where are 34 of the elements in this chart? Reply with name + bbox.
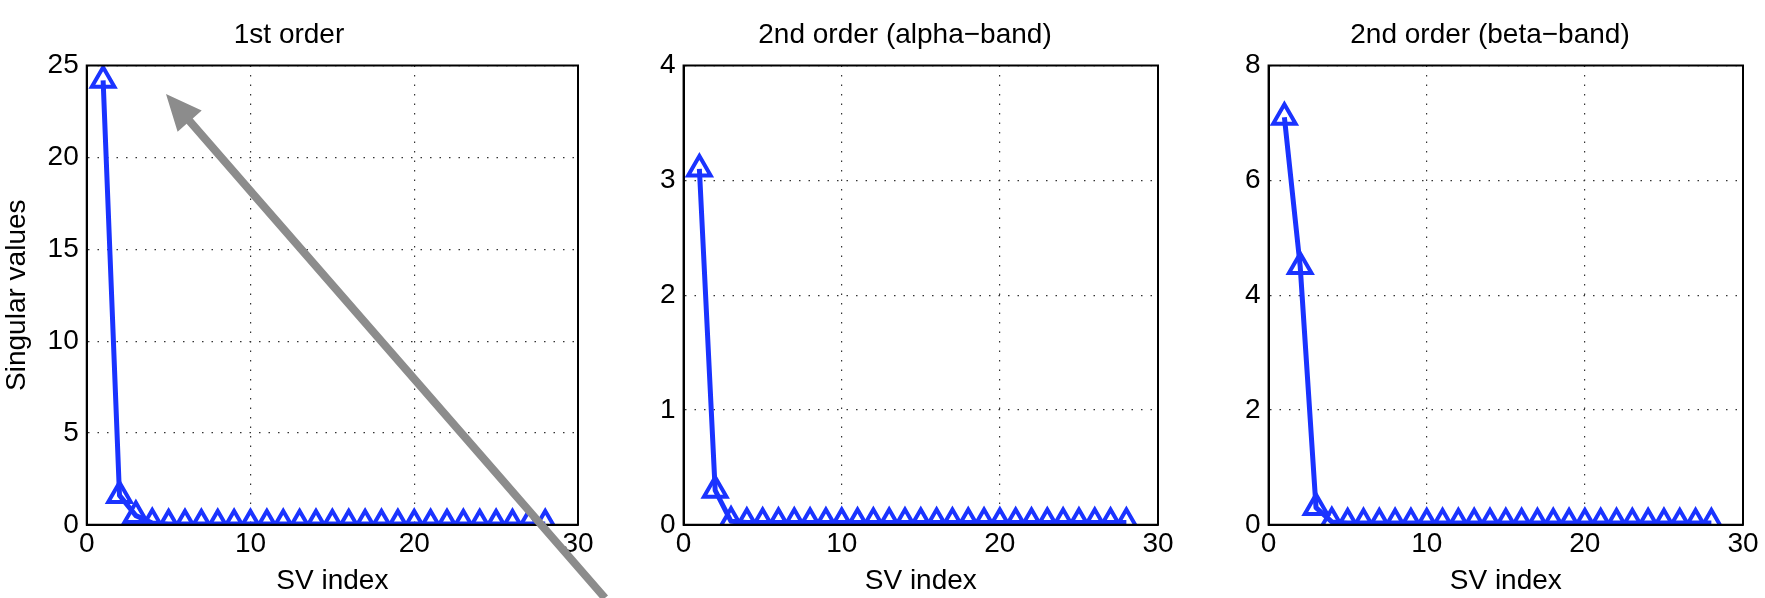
- y-tick-label: 2: [659, 277, 676, 309]
- x-tick-label: 10: [826, 527, 858, 559]
- x-tick-label: 10: [234, 527, 267, 559]
- chart-title: 2nd order (alpha−band): [758, 17, 1052, 49]
- x-tick-label: 20: [398, 527, 430, 559]
- x-tick-label: 30: [1142, 527, 1174, 559]
- y-tick-label: 8: [1244, 48, 1261, 80]
- x-tick-label: 20: [984, 527, 1016, 559]
- x-tick-label: 20: [1569, 527, 1601, 559]
- x-axis-title: SV index: [864, 563, 977, 595]
- x-axis-title: SV index: [276, 563, 389, 595]
- y-tick-label: 2: [1244, 392, 1261, 424]
- y-tick-label: 25: [47, 48, 79, 80]
- y-tick-label: 1: [659, 392, 676, 424]
- x-tick-label: 30: [1727, 527, 1759, 559]
- y-tick-label: 4: [659, 48, 676, 80]
- y-tick-label: 3: [659, 163, 676, 195]
- point: [1286, 251, 1314, 275]
- y-tick-label: 0: [63, 507, 79, 539]
- y-tick-label: 0: [1244, 507, 1261, 539]
- y-tick-label: 5: [63, 415, 79, 447]
- y-tick-label: 6: [1244, 163, 1261, 195]
- y-tick-label: 15: [47, 232, 79, 263]
- point: [686, 153, 713, 178]
- y-tick-label: 4: [1244, 277, 1261, 309]
- y-tick-label: 0: [659, 507, 676, 539]
- y-axis-title: Singular values: [0, 199, 31, 391]
- point: [1271, 102, 1298, 126]
- y-tick-label: 20: [47, 140, 79, 172]
- chart-title: 2nd order (beta−band): [1350, 17, 1630, 49]
- chart-title: 1st order: [233, 17, 345, 49]
- x-tick-label: 10: [1411, 527, 1443, 559]
- x-axis-title: SV index: [1449, 563, 1562, 595]
- y-tick-label: 10: [47, 323, 79, 355]
